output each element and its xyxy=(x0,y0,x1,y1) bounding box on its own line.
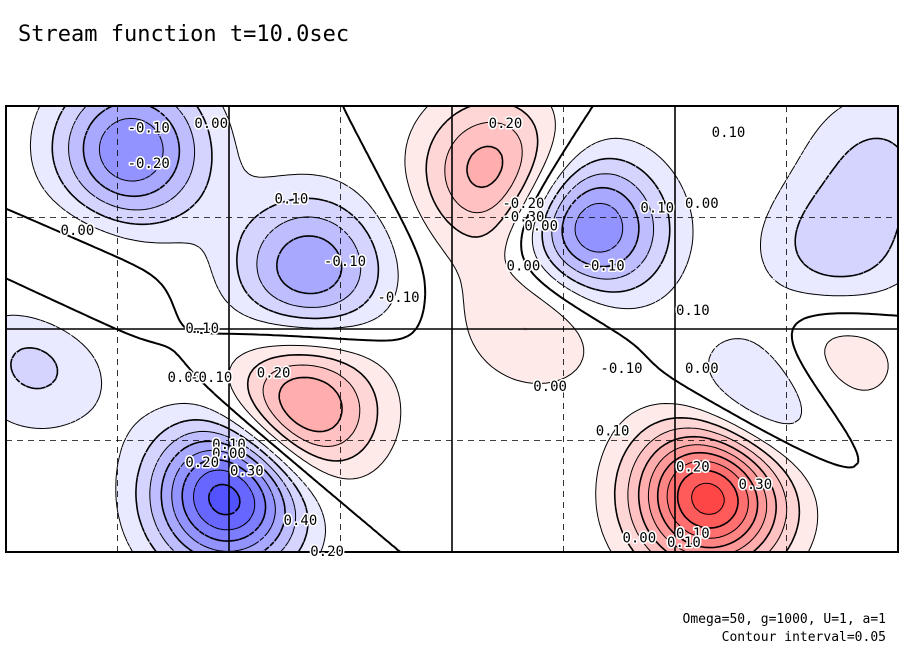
contour-label: 0.10 xyxy=(640,201,674,217)
contour-labels: 0.20-0.10 0.00-0.200.100.000.10 -0.20-0.30… xyxy=(59,114,774,561)
contour-line xyxy=(647,444,768,552)
contour-line xyxy=(666,460,749,539)
chart-title: Stream function t=10.0sec xyxy=(18,22,350,47)
contour-label: 0.00 xyxy=(194,116,228,132)
contour-line xyxy=(691,482,725,515)
contour-line xyxy=(207,483,241,516)
contour-line xyxy=(246,106,801,552)
contour-line xyxy=(98,117,624,552)
parameters-note: Omega=50, g=1000, U=1, a=1 Contour inter… xyxy=(683,611,887,647)
contour-label: 0.10 xyxy=(712,125,746,141)
contour-label: -0.10 xyxy=(583,259,625,275)
contour-label: 0.00 xyxy=(533,379,567,395)
contour-label: 0.10 xyxy=(676,303,710,319)
contour-label: 0.10 xyxy=(212,437,246,453)
contour-label: 0.00 xyxy=(622,531,656,547)
contour-line xyxy=(676,469,739,529)
contour-label: 0.40 xyxy=(284,513,318,529)
contour-label: -0.20 xyxy=(502,196,544,212)
contour-label: 0.20 xyxy=(257,366,291,382)
plot-frame xyxy=(5,105,899,553)
contour-line xyxy=(82,106,640,552)
contour-label: 0.10 xyxy=(676,526,710,542)
contour-label: 0.00 xyxy=(212,446,246,462)
contour-label: 0.20 xyxy=(676,459,710,475)
contour-label: 0.00 xyxy=(61,223,95,239)
parameters-text: Omega=50, g=1000, U=1, a=1 xyxy=(682,612,887,627)
contour-label: -0.10 xyxy=(190,370,232,386)
contour-interval-text: Contour interval=0.05 xyxy=(721,630,886,645)
contour-label: 0.30 xyxy=(738,477,772,493)
contour-label: 0.10 xyxy=(667,535,701,551)
contour-line xyxy=(181,458,267,542)
contour-line xyxy=(656,451,759,549)
contour-line xyxy=(10,106,898,552)
contour-label: 0.10 xyxy=(185,321,219,337)
contour-line xyxy=(193,469,256,531)
contour-label: -0.10 xyxy=(377,290,419,306)
contour-label: 0.00 xyxy=(685,361,719,377)
contour-label: 0.00 xyxy=(507,259,541,275)
contour-label: 0.10 xyxy=(596,424,630,440)
contour-line xyxy=(6,106,898,552)
contour-label: 0.10 xyxy=(275,192,309,208)
contour-label: -0.10 xyxy=(324,254,366,270)
contour-label: 0.30 xyxy=(230,464,264,480)
contour-label: 0.00 xyxy=(524,218,558,234)
contour-label: 0.00 xyxy=(168,370,202,386)
contour-label: 0.20 xyxy=(489,116,523,132)
contour-line xyxy=(68,106,655,552)
contour-label: -0.10 xyxy=(600,361,642,377)
contour-label: -0.10 xyxy=(128,120,170,136)
contour-line xyxy=(228,106,889,552)
contour-label: 0.00 xyxy=(685,196,719,212)
contour-lines xyxy=(6,106,898,552)
contour-line xyxy=(262,121,788,552)
contour-label: 0.20 xyxy=(185,455,219,471)
grid-lines xyxy=(6,106,898,552)
contour-label: -0.30 xyxy=(502,210,544,226)
contour-label: 0.20 xyxy=(310,544,344,560)
contour-label: -0.20 xyxy=(128,156,170,172)
contour-line xyxy=(278,145,777,552)
